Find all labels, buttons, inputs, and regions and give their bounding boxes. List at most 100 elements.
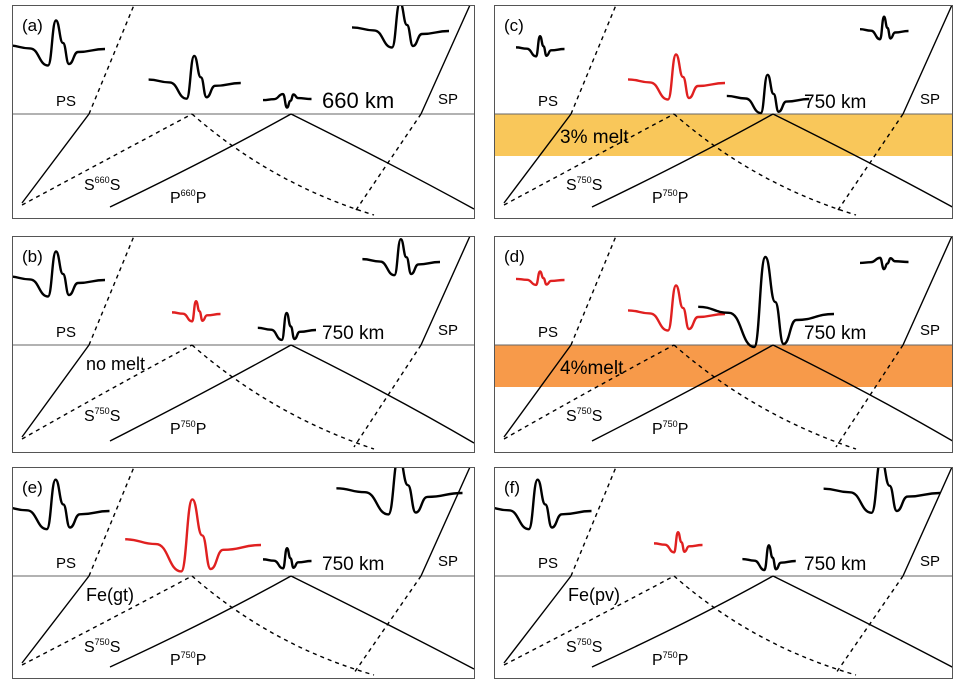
pdp-ray-left — [591, 113, 774, 208]
sds-ray-left — [503, 344, 675, 440]
pdp-ray-left — [591, 344, 774, 442]
sds-ray-left — [503, 113, 675, 206]
sds-ray-right — [673, 113, 857, 216]
ps-label: PS — [56, 324, 76, 341]
ps-label: PS — [538, 324, 558, 341]
sds-pulse — [627, 53, 726, 101]
panel-c: (c) 750 km PS SP S750S P750P 3% melt — [494, 5, 953, 219]
pdp-ray-left — [109, 113, 292, 208]
panel-label: (c) — [504, 16, 524, 35]
pdp-ray-left — [591, 575, 774, 668]
sp-pulse — [859, 256, 909, 271]
p-phase-label: P750P — [652, 650, 688, 669]
ps-pulse — [12, 478, 110, 531]
melt-label: 4%melt — [560, 358, 624, 379]
sp-pulse — [362, 238, 441, 277]
sp-label: SP — [438, 322, 458, 339]
depth-label: 750 km — [804, 323, 866, 344]
panel-label: (e) — [22, 478, 43, 497]
pdp-ray-right — [290, 575, 475, 670]
sp-label: SP — [438, 553, 458, 570]
sp-ray-lower — [353, 344, 422, 448]
pdp-ray-right — [772, 575, 953, 669]
panel-label: (b) — [22, 247, 43, 266]
pdp-pulse — [726, 73, 810, 115]
panel-e: (e) 750 km PS SP S750S P750P Fe(gt) — [12, 467, 475, 679]
ps-ray-upper — [570, 467, 617, 577]
sds-ray-left — [503, 575, 675, 666]
sds-ray-right — [191, 575, 375, 676]
depth-label: 750 km — [322, 323, 384, 344]
ps-ray-upper — [570, 236, 617, 346]
sds-ray-right — [673, 344, 857, 450]
p-phase-label: P750P — [170, 650, 206, 669]
p-phase-label: P750P — [652, 419, 688, 438]
panel-label: (f) — [504, 478, 520, 497]
panel-frame — [494, 5, 953, 219]
sds-pulse — [627, 284, 726, 332]
sds-ray-left — [21, 113, 193, 206]
ps-pulse — [12, 19, 106, 67]
depth-label: 750 km — [804, 554, 866, 575]
sp-pulse — [336, 467, 463, 516]
sds-ray-right — [673, 575, 857, 676]
depth-label: 660 km — [322, 88, 394, 113]
panel-frame — [12, 467, 475, 679]
sds-ray-left — [21, 344, 193, 440]
pdp-pulse — [698, 255, 835, 349]
pdp-ray-left — [109, 344, 292, 442]
p-phase-label: P750P — [170, 419, 206, 438]
s-phase-label: S750S — [84, 637, 120, 656]
pdp-ray-right — [290, 344, 475, 444]
panel-frame — [494, 467, 953, 679]
sds-pulse — [125, 498, 262, 573]
depth-label: 750 km — [804, 92, 866, 113]
sp-label: SP — [920, 91, 940, 108]
panel-label: (a) — [22, 16, 43, 35]
p-phase-label: P750P — [652, 188, 688, 207]
ps-pulse — [515, 34, 565, 58]
s-phase-label: S660S — [84, 175, 120, 194]
sp-label: SP — [438, 91, 458, 108]
note-label: Fe(pv) — [568, 585, 620, 605]
ps-ray-lower — [21, 113, 90, 204]
panel-b: (b) 750 km PS SP S750S P750P no melt — [12, 236, 475, 453]
pdp-ray-left — [109, 575, 292, 668]
pdp-pulse — [262, 92, 312, 109]
sds-pulse — [148, 54, 241, 100]
ps-ray-upper — [88, 467, 135, 577]
pdp-ray-right — [772, 344, 953, 443]
note-label: Fe(gt) — [86, 585, 134, 605]
ps-label: PS — [56, 555, 76, 572]
pdp-pulse — [742, 544, 796, 572]
ps-ray-lower — [21, 344, 90, 438]
sp-ray-upper — [420, 236, 471, 346]
s-phase-label: S750S — [566, 406, 602, 425]
sp-ray-upper — [420, 5, 471, 115]
pdp-ray-right — [772, 113, 953, 209]
sds-pulse — [653, 530, 703, 554]
melt-label: 3% melt — [560, 127, 629, 148]
ps-ray-upper — [88, 5, 135, 115]
ps-label: PS — [538, 555, 558, 572]
s-phase-label: S750S — [84, 406, 120, 425]
s-phase-label: S750S — [566, 175, 602, 194]
panel-a: (a) 660 km PS SP S660S P660P — [12, 5, 475, 219]
sp-ray-upper — [902, 236, 953, 346]
sp-pulse — [823, 467, 941, 514]
p-phase-label: P660P — [170, 188, 206, 207]
melt-layer — [494, 114, 953, 156]
panel-label: (d) — [504, 247, 525, 266]
sds-ray-left — [21, 575, 193, 666]
ps-ray-upper — [570, 5, 617, 115]
note-label: no melt — [86, 354, 145, 374]
panel-frame — [12, 5, 475, 219]
sds-ray-right — [191, 113, 375, 216]
ps-ray-upper — [88, 236, 135, 346]
sds-pulse — [171, 299, 221, 323]
ps-ray-lower — [21, 575, 90, 664]
panel-frame — [12, 236, 475, 453]
panel-f: (f) 750 km PS SP S750S P750P Fe(pv) — [494, 467, 953, 679]
sp-pulse — [859, 15, 909, 41]
